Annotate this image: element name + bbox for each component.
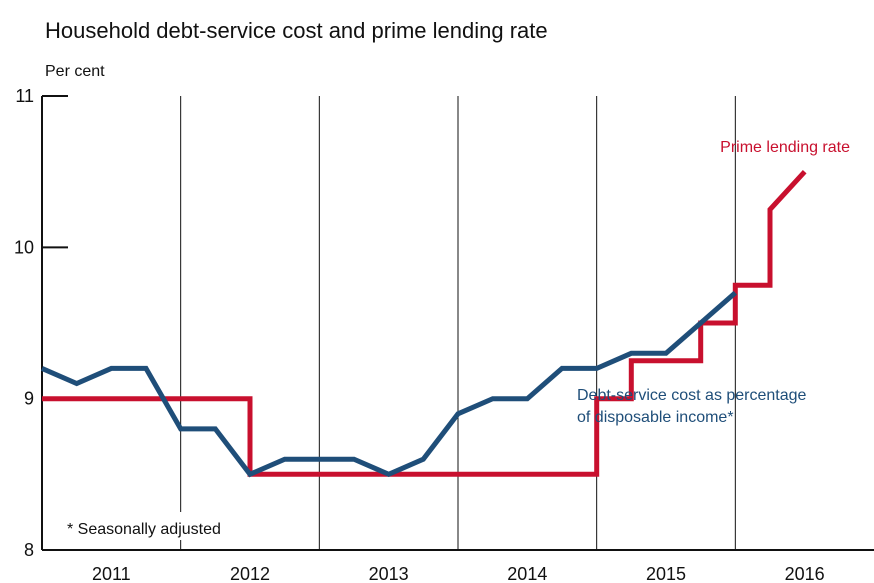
y-tick-label: 10 xyxy=(14,237,34,257)
year-dividers xyxy=(180,96,736,550)
y-axis: 8 9 10 11 xyxy=(14,86,68,560)
annotations: Prime lending rate Debt-service cost as p… xyxy=(60,139,850,540)
x-tick-label: 2013 xyxy=(369,564,409,583)
prime-lending-rate-line xyxy=(42,170,807,477)
chart-title: Household debt-service cost and prime le… xyxy=(45,18,548,43)
debt-service-label-line2: of disposable income* xyxy=(577,409,734,426)
seasonally-adjusted-note: * Seasonally adjusted xyxy=(67,521,221,538)
series-lines xyxy=(41,170,807,478)
y-tick-label: 9 xyxy=(24,389,34,409)
prime-lending-rate-label: Prime lending rate xyxy=(720,139,850,156)
y-axis-unit-label: Per cent xyxy=(45,63,105,80)
x-tick-label: 2015 xyxy=(646,564,686,583)
y-tick-label: 11 xyxy=(15,86,34,106)
x-tick-label: 2011 xyxy=(92,564,131,583)
x-tick-label: 2012 xyxy=(230,564,270,583)
x-tick-label: 2016 xyxy=(785,564,825,583)
y-tick-label: 8 xyxy=(24,540,34,560)
debt-service-cost-line xyxy=(41,290,737,478)
x-tick-label: 2014 xyxy=(507,564,547,583)
debt-service-label-line1: Debt-service cost as percentage xyxy=(577,387,807,404)
note-background xyxy=(60,512,248,540)
x-axis: 2011 2012 2013 2014 2015 2016 xyxy=(42,549,874,583)
